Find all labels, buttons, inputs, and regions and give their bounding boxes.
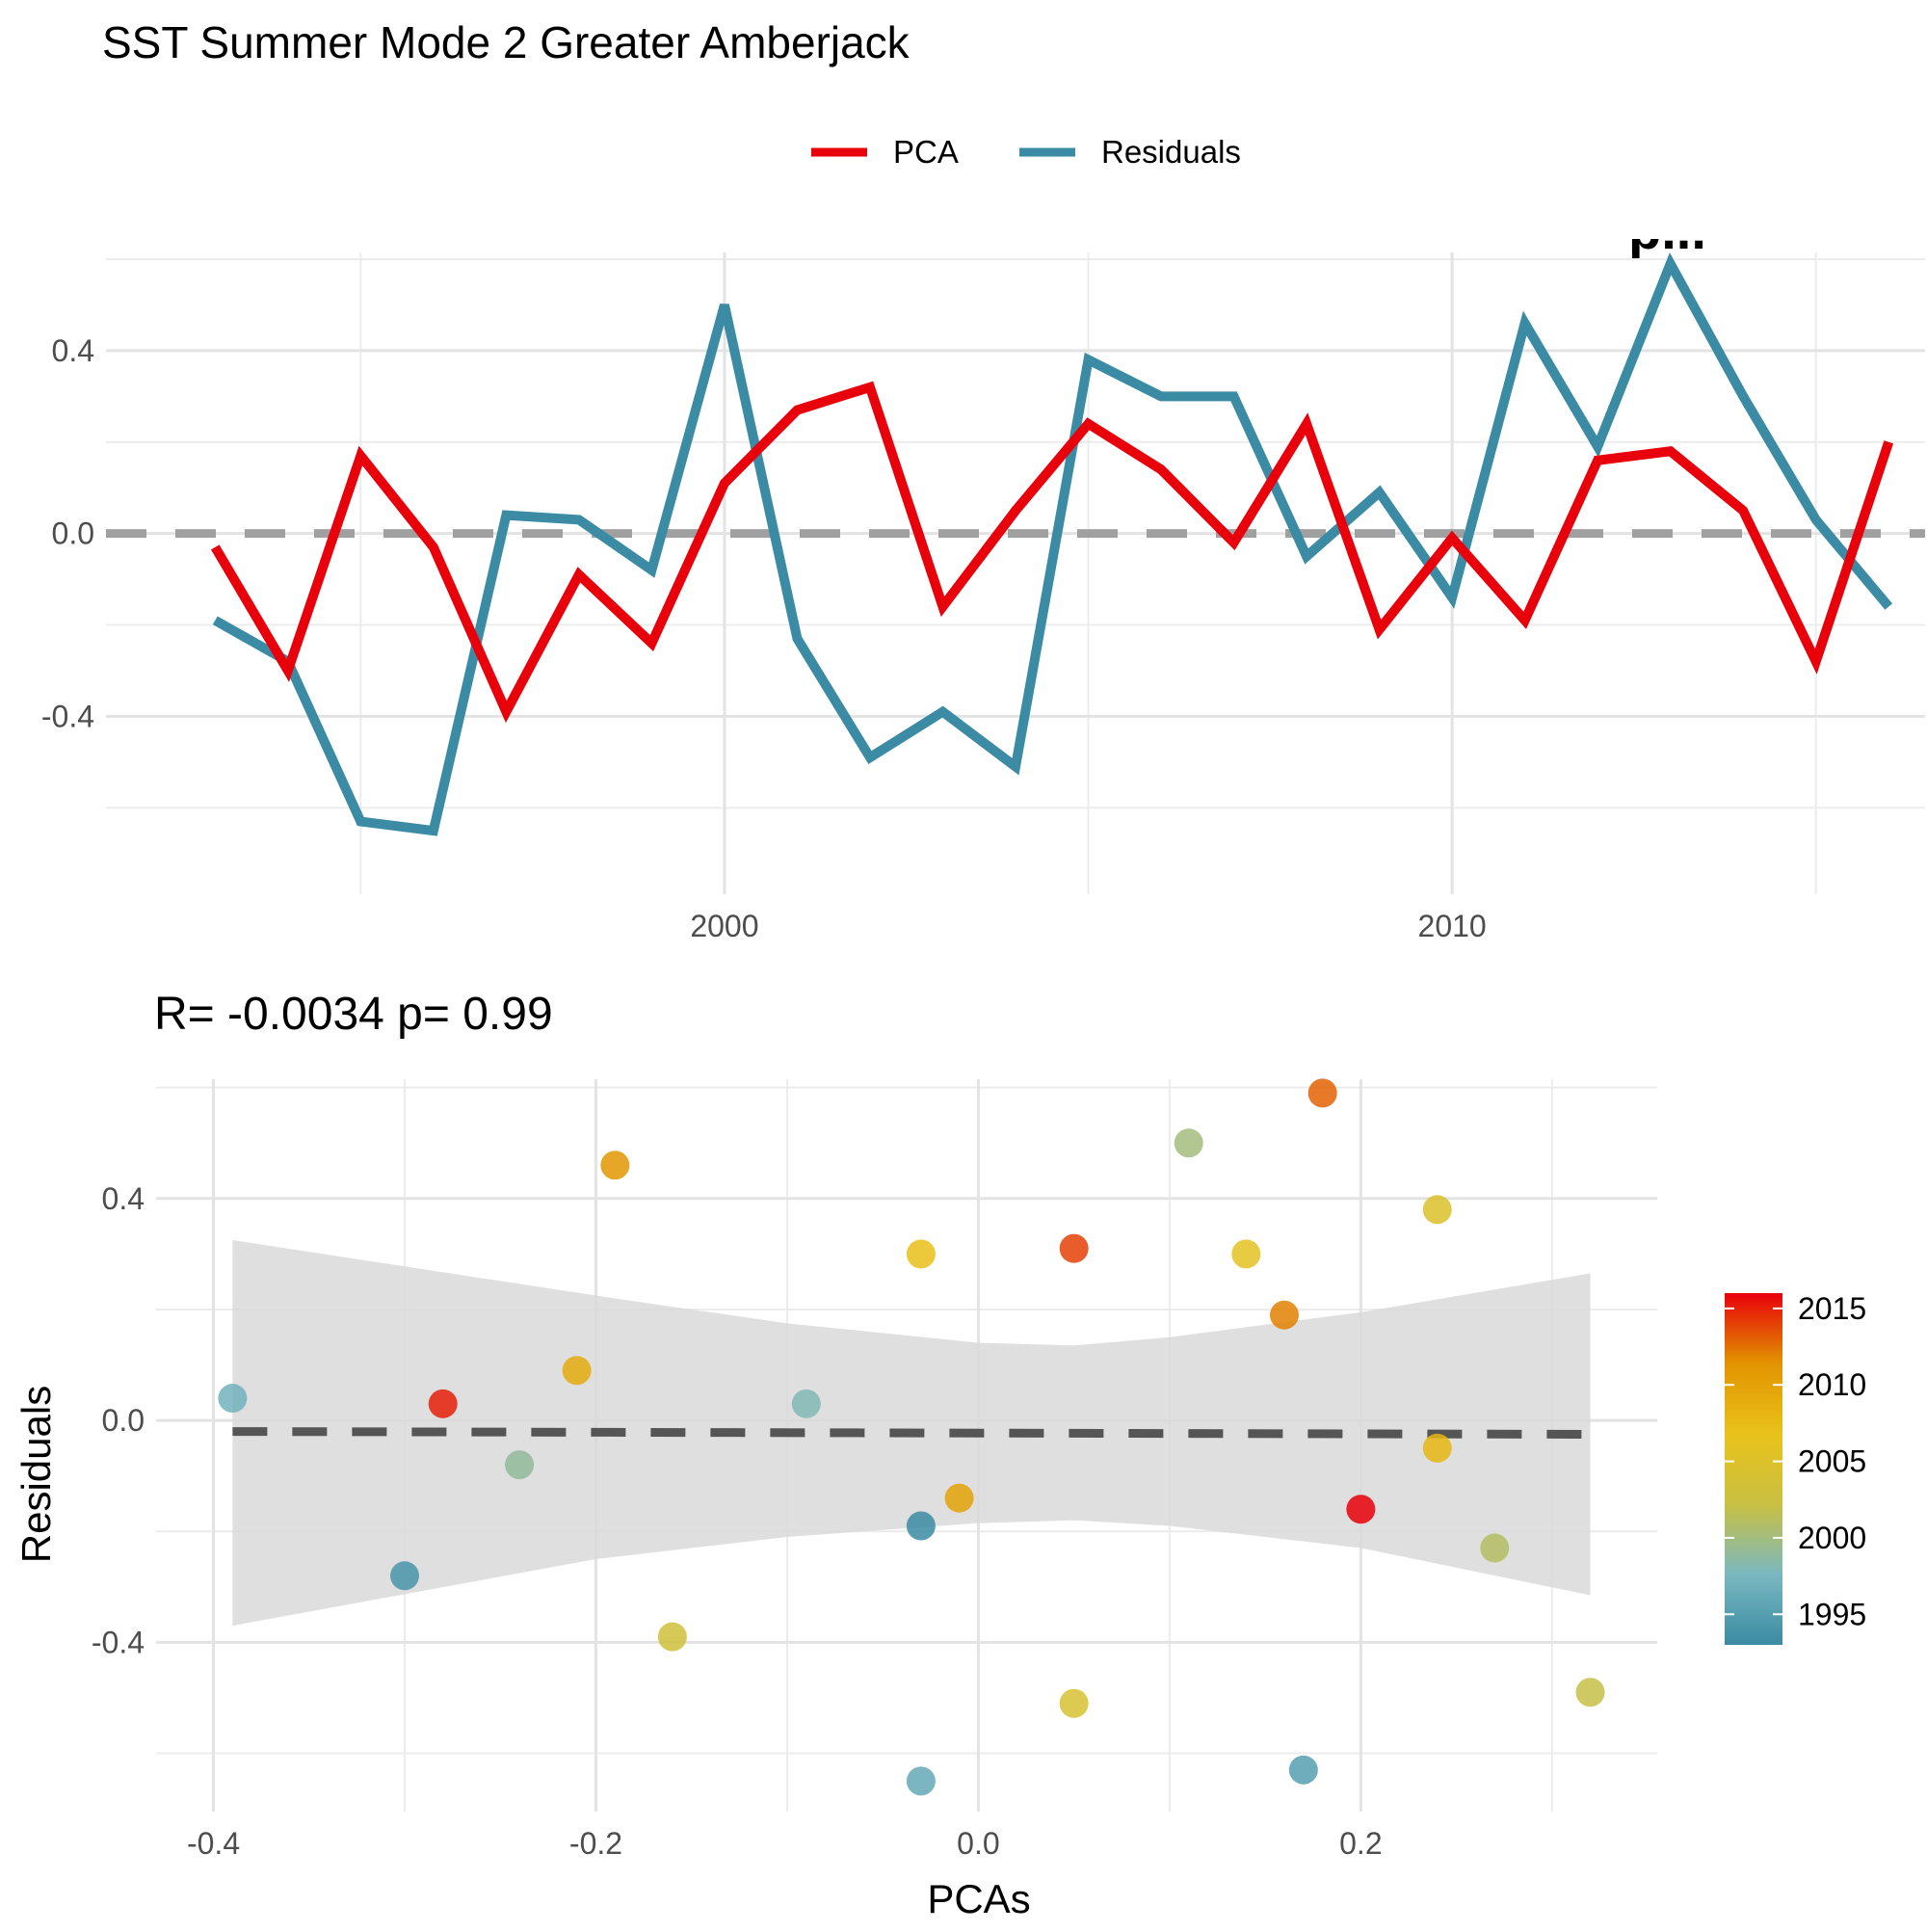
scatter-point	[1307, 1078, 1337, 1108]
scatter-point	[505, 1450, 535, 1480]
scatter-point	[1174, 1128, 1203, 1158]
scatter-point	[906, 1239, 936, 1269]
y-axis-label: Residuals	[13, 1386, 59, 1563]
top-y-tick-label: 0.0	[52, 516, 94, 551]
legend-residuals-label: Residuals	[1101, 134, 1241, 170]
x-axis-label: PCAs	[927, 1876, 1030, 1921]
scatter-point	[1059, 1233, 1089, 1263]
top-panel-axes: 2000 2010 -0.4 0.0 0.4	[41, 333, 1487, 943]
scatter-point	[1288, 1755, 1318, 1785]
scatter-point	[1346, 1495, 1376, 1524]
bottom-panel-plot	[218, 1078, 1605, 1796]
top-x-tick-label: 2000	[690, 909, 758, 943]
scatter-point	[428, 1389, 458, 1418]
scatter-point	[1575, 1678, 1605, 1707]
bottom-panel-axes: -0.4 -0.2 0.0 0.2 -0.4 0.0 0.4	[92, 1181, 1383, 1861]
bottom-y-tick-label: 0.4	[102, 1181, 145, 1216]
scatter-point	[562, 1356, 592, 1386]
scatter-point	[218, 1384, 248, 1414]
series-line-residuals	[212, 252, 1893, 836]
scatter-point	[1422, 1195, 1452, 1225]
legend: PCA Residuals	[811, 134, 1241, 170]
top-y-tick-label: -0.4	[41, 699, 94, 733]
scatter-point	[1269, 1300, 1299, 1330]
stats-label: R= -0.0034 p= 0.99	[154, 989, 553, 1040]
colorbar: 2015 2010 2005 2000 1995	[1725, 1291, 1866, 1645]
colorbar-tick-label: 2000	[1798, 1521, 1866, 1555]
colorbar-tick-label: 2005	[1798, 1444, 1866, 1479]
bottom-x-tick-label: -0.2	[569, 1826, 622, 1861]
top-y-tick-label: 0.4	[52, 333, 94, 368]
scatter-point	[1422, 1433, 1452, 1463]
legend-pca-label: PCA	[893, 134, 959, 170]
scatter-point	[600, 1151, 630, 1180]
bottom-x-tick-label: 0.0	[957, 1826, 999, 1861]
top-x-tick-label: 2010	[1418, 909, 1487, 943]
figure-title: SST Summer Mode 2 Greater Amberjack	[102, 17, 911, 67]
scatter-point	[1059, 1688, 1089, 1718]
bottom-y-tick-label: -0.4	[92, 1625, 145, 1659]
bottom-x-tick-label: 0.2	[1339, 1826, 1382, 1861]
bottom-y-tick-label: 0.0	[102, 1403, 145, 1438]
scatter-point	[791, 1389, 821, 1418]
series-line-pca	[210, 381, 1893, 724]
scatter-point	[1231, 1239, 1261, 1269]
scatter-point	[390, 1561, 420, 1591]
scatter-point	[906, 1511, 936, 1541]
colorbar-tick-label: 2015	[1798, 1291, 1866, 1326]
colorbar-tick-label: 2010	[1798, 1367, 1866, 1402]
scatter-point	[944, 1483, 974, 1513]
bottom-x-tick-label: -0.4	[187, 1826, 240, 1861]
scatter-point	[906, 1766, 936, 1796]
scatter-point	[657, 1622, 687, 1652]
top-panel-plot	[106, 252, 1925, 836]
scatter-point	[1480, 1533, 1510, 1563]
corner-text: p...	[1628, 199, 1706, 260]
colorbar-gradient	[1725, 1293, 1782, 1645]
fit-line	[232, 1427, 1591, 1439]
top-panel-grid	[106, 252, 1925, 894]
colorbar-tick-label: 1995	[1798, 1597, 1866, 1631]
